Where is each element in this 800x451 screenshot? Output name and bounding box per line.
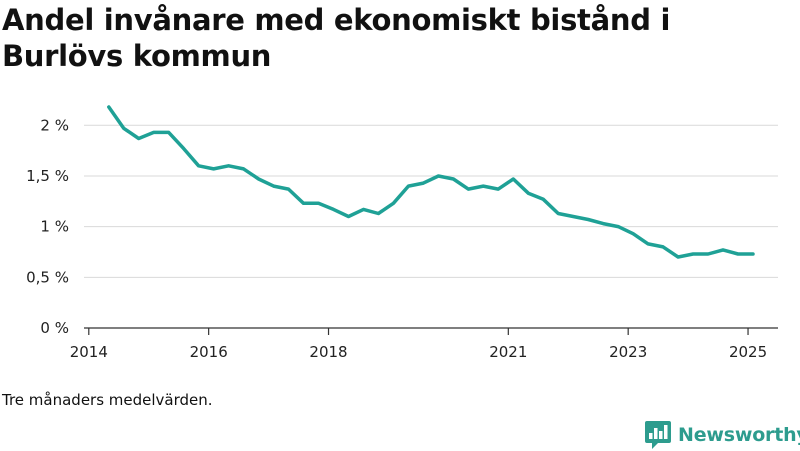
- footnote: Tre månaders medelvärden.: [2, 391, 213, 409]
- x-tick-label: 2018: [309, 343, 347, 361]
- brand-logo[interactable]: Newsworthy: [644, 419, 800, 451]
- x-tick-label: 2023: [609, 343, 647, 361]
- x-tick-label: 2025: [729, 343, 767, 361]
- x-tick-label: 2014: [70, 343, 108, 361]
- x-tick-label: 2021: [489, 343, 527, 361]
- brand-name: Newsworthy: [678, 424, 800, 446]
- series-line: [107, 105, 755, 259]
- x-axis-ticks: 2014 2016 2018 2021 2023 2025: [70, 328, 767, 361]
- y-axis-ticks: 0 % 0,5 % 1 % 1,5 % 2 %: [26, 116, 69, 337]
- bar-chart-logo-icon: [645, 421, 671, 449]
- y-tick-label: 1 %: [40, 218, 69, 236]
- chart-title: Andel invånare med ekonomiskt bistånd i …: [2, 3, 671, 73]
- y-tick-label: 0,5 %: [26, 268, 69, 286]
- grid-lines: [84, 124, 778, 278]
- y-tick-label: 2 %: [40, 116, 69, 134]
- x-tick-label: 2016: [190, 343, 228, 361]
- y-tick-label: 1,5 %: [26, 167, 69, 185]
- y-tick-label: 0 %: [40, 319, 69, 337]
